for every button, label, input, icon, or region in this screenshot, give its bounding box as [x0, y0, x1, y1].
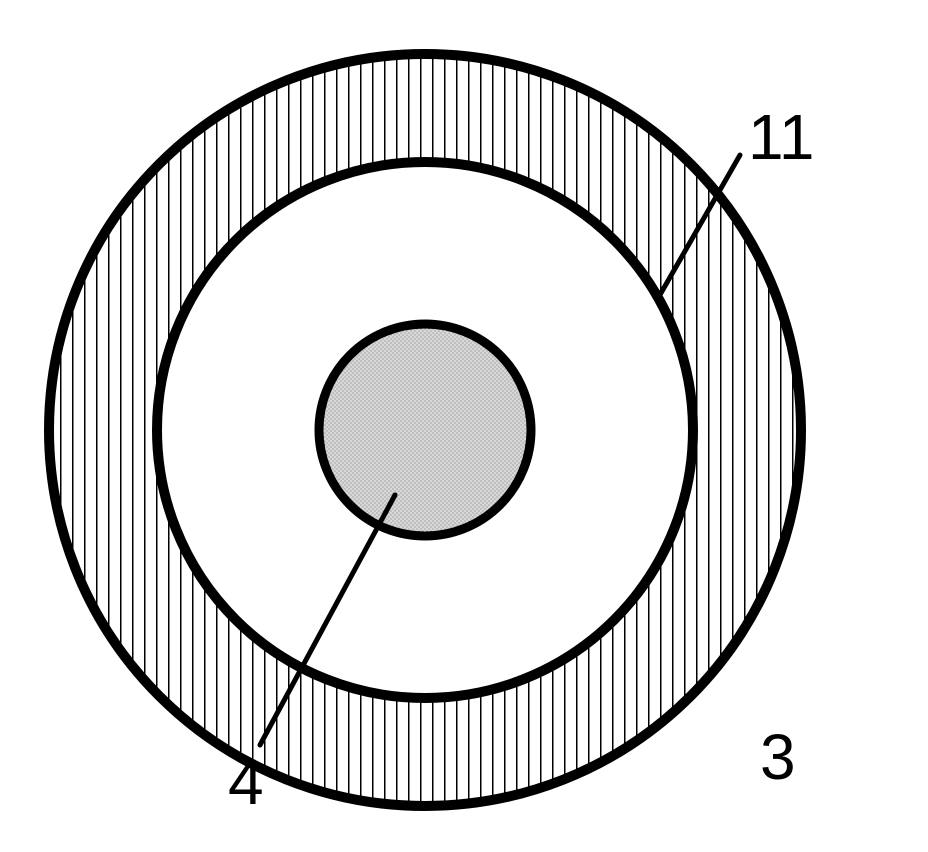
label-4: 4	[228, 745, 264, 819]
label-11: 11	[748, 100, 814, 174]
label-3: 3	[760, 720, 796, 794]
diagram-stage: 11 4 3	[0, 0, 928, 852]
